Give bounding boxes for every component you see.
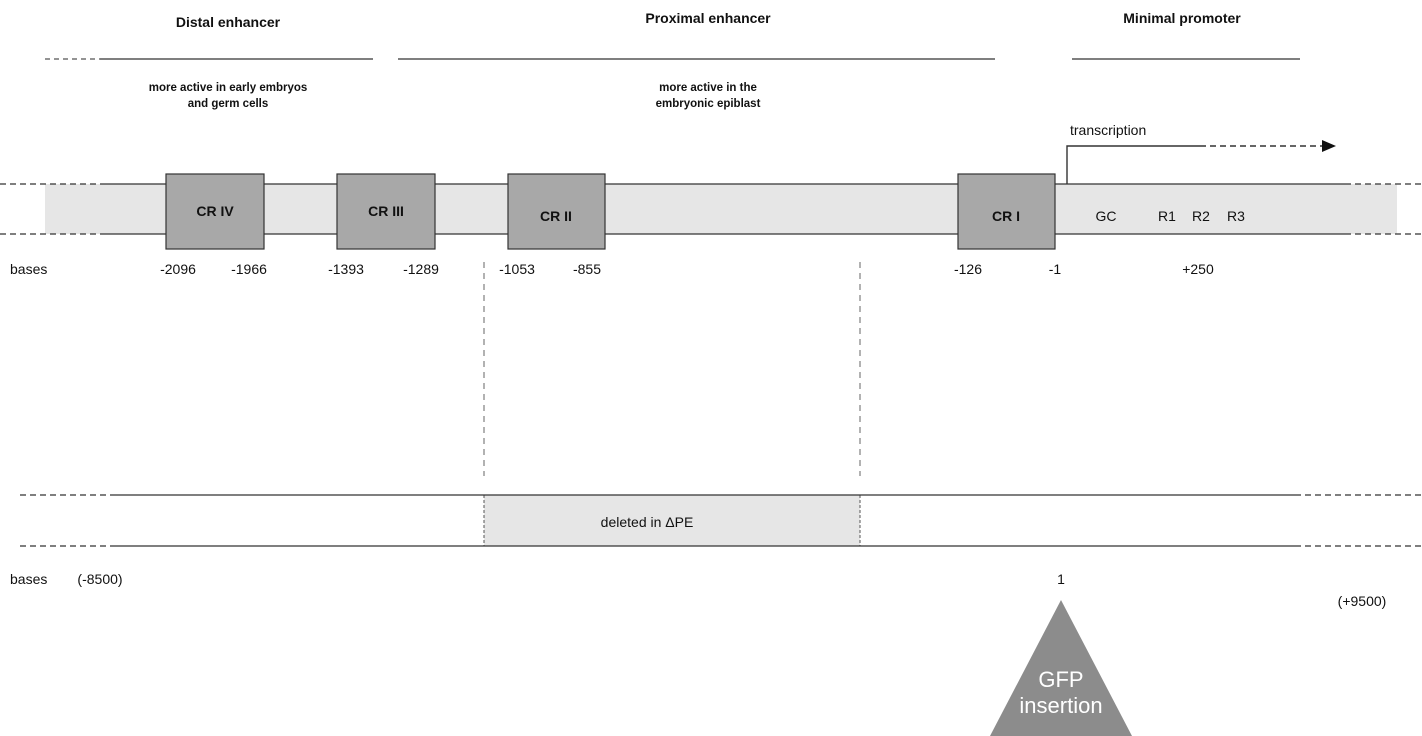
- lower-right-end-label: (+9500): [1338, 593, 1387, 609]
- cr-iii-box: [336, 173, 436, 250]
- gfp-insertion-label-line2: insertion: [1019, 693, 1102, 718]
- proximal-note-line1: more active in the: [659, 82, 757, 94]
- cr-iv-end-label: -1966: [231, 261, 267, 277]
- transcription-arrow-icon: [1066, 140, 1336, 184]
- promoter-position-label: +250: [1182, 261, 1214, 277]
- minimal-promoter-title: Minimal promoter: [1123, 10, 1241, 26]
- cr-ii-start-label: -1053: [499, 261, 535, 277]
- cr-i-end-label: -1: [1049, 261, 1062, 277]
- cr-i-start-label: -126: [954, 261, 982, 277]
- cr-ii-label: CR II: [540, 208, 572, 224]
- deleted-region-box: [484, 495, 860, 546]
- distal-enhancer-title: Distal enhancer: [176, 14, 281, 30]
- upper-bases-label: bases: [10, 261, 47, 277]
- promoter-element-r2: R2: [1192, 208, 1210, 224]
- lower-bases-label: bases: [10, 571, 47, 587]
- cr-i-label: CR I: [992, 208, 1020, 224]
- distal-note-line1: more active in early embryos: [149, 82, 308, 94]
- insertion-position-label: 1: [1057, 571, 1065, 587]
- transcription-label: transcription: [1070, 122, 1146, 138]
- deleted-region-label: deleted in ΔPE: [601, 514, 694, 530]
- distal-note-line2: and germ cells: [188, 98, 269, 110]
- cr-i-box: [957, 173, 1056, 250]
- cr-ii-box: [507, 173, 606, 250]
- gfp-insertion-triangle: [990, 600, 1132, 736]
- cr-ii-end-label: -855: [573, 261, 601, 277]
- cr-iv-start-label: -2096: [160, 261, 196, 277]
- cr-iii-end-label: -1289: [403, 261, 439, 277]
- promoter-element-r1: R1: [1158, 208, 1176, 224]
- cr-iv-label: CR IV: [196, 203, 234, 219]
- proximal-note-line2: embryonic epiblast: [656, 98, 761, 110]
- cr-iv-box: [165, 173, 265, 250]
- cr-iii-label: CR III: [368, 203, 404, 219]
- cr-iii-start-label: -1393: [328, 261, 364, 277]
- lower-left-end-label: (-8500): [77, 571, 122, 587]
- promoter-element-r3: R3: [1227, 208, 1245, 224]
- gfp-insertion-label-line1: GFP: [1038, 667, 1083, 692]
- proximal-enhancer-title: Proximal enhancer: [645, 10, 771, 26]
- promoter-element-gc: GC: [1096, 208, 1117, 224]
- upper-track-band: [45, 184, 1397, 234]
